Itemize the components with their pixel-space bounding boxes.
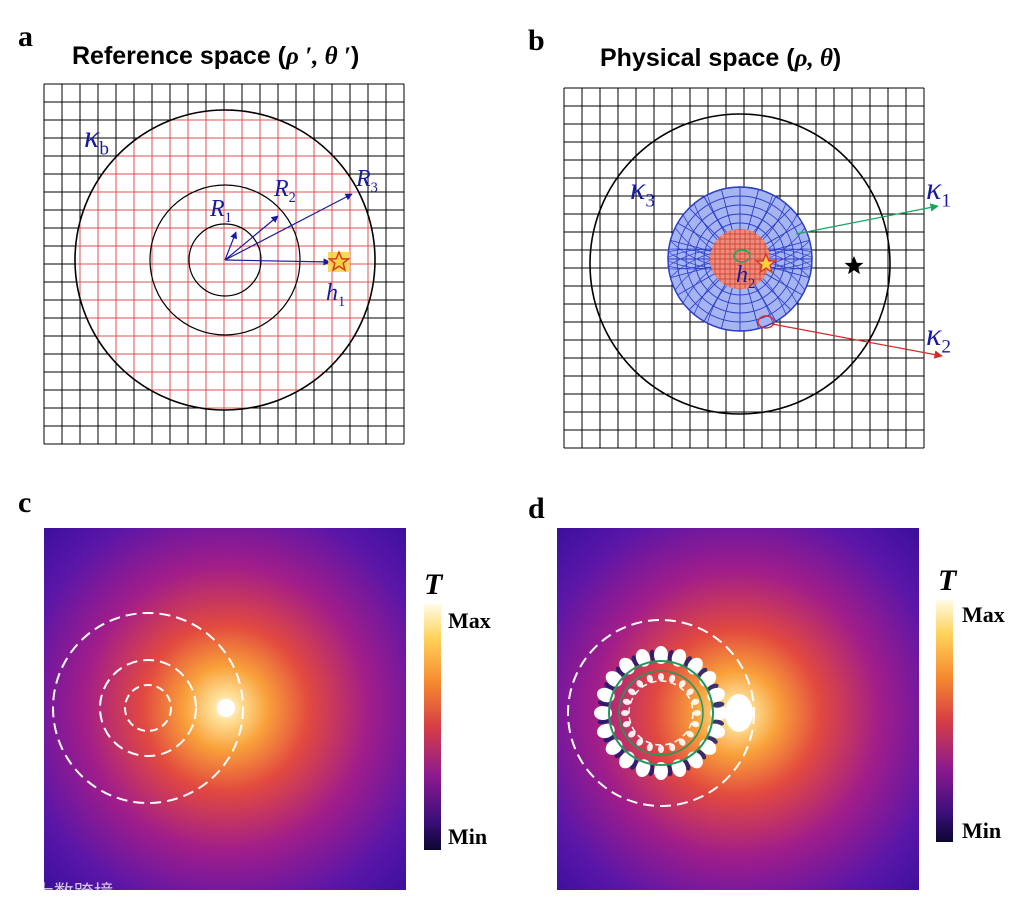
label-kappa-b: κb [84,118,109,160]
panel-letter-c: c [18,486,32,519]
label-r1: R1 [210,196,232,226]
green-circle-outer-d [608,660,714,766]
heat-source-d [725,694,753,732]
label-h1: h1 [326,280,346,310]
reference-space-diagram [43,83,405,445]
panel-title-a: Reference space (ρ ′, θ ′) [72,42,359,71]
panel-title-b-vars: ρ, θ [794,45,833,72]
panel-title-b: Physical space (ρ, θ) [600,44,841,73]
arrow-h1 [224,258,331,266]
panel-letter-b: b [528,24,545,57]
circle-outer-b [589,113,891,415]
label-kappa3: κ3 [630,170,655,212]
colorbar-d [936,600,953,842]
dashed-circle-outer-d [567,619,755,807]
arrow-r1 [224,231,237,261]
panel-title-b-text: Physical space ( [600,44,795,72]
watermark-text: 大数跨境 [33,880,114,904]
star-icon [327,250,351,272]
temperature-field-physical [557,528,919,890]
panel-title-a-vars: ρ ′, θ ′ [286,43,351,70]
label-r2: R2 [274,176,296,206]
green-marker [733,249,751,263]
green-circle-inner-d [618,670,704,756]
arrow-r2 [224,215,279,261]
colorbar-title-c: T [424,568,443,601]
circle-r2 [149,184,301,336]
dashed-circle-inner-d [628,680,694,746]
panel-letter-a: a [18,20,33,53]
watermark-logo-icon: ◎ [10,880,28,904]
heat-source-c [217,699,235,717]
panel-letter-d: d [528,492,545,525]
colorbar-max-d: Max [962,602,1005,627]
panel-title-a-text: Reference space ( [72,42,287,70]
colorbar-title-d: T [938,564,957,597]
watermark: ◎ 大数跨境 [10,876,114,905]
circle-r1 [188,223,262,297]
red-marker [757,315,775,329]
label-r3: R3 [356,166,378,196]
label-kappa2: κ2 [926,316,951,358]
blue-outline [667,186,813,332]
arrow-kappa2 [771,323,943,359]
star-icon [754,252,778,274]
black-star-icon [844,256,864,275]
arrow-kappa1 [795,203,939,235]
label-h2: h2 [736,262,756,292]
dashed-circle-inner-c [124,684,172,732]
arrow-r3 [224,193,353,261]
panel-title-a-end: ) [350,42,360,70]
panel-title-b-end: ) [832,44,842,72]
colorbar-min-d: Min [962,818,1002,843]
physical-space-diagram [563,87,943,449]
circle-r3 [74,109,376,411]
dashed-circle-mid-c [99,659,197,757]
colorbar-min-c: Min [448,824,488,849]
colorbar-max-c: Max [448,608,491,633]
temperature-field-reference [44,528,406,890]
label-kappa1: κ1 [926,170,951,212]
dashed-circle-outer-c [52,612,244,804]
colorbar-c [424,604,441,850]
